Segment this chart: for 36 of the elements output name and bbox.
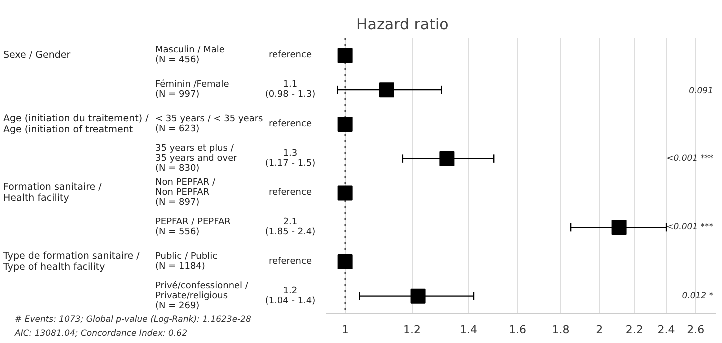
text: AIC: 13081.04; Concordance Index: 0.62 xyxy=(15,329,188,339)
text: Formation sanitaire / Health facility xyxy=(4,182,103,204)
x-tick-label: 2.4 xyxy=(658,324,676,336)
x-tick-label: 1.2 xyxy=(403,324,421,336)
x-tick-label: 2.6 xyxy=(687,324,705,336)
text: # Events: 1073; Global p-value (Log-Rank): 1.1623e-28 xyxy=(15,315,252,325)
text: Sexe / Gender xyxy=(4,50,71,62)
text: 2.1 (1.85 - 2.4) xyxy=(265,218,316,238)
annotation: <0.001 *** xyxy=(666,154,714,164)
text: reference xyxy=(269,119,312,130)
x-tick-label: 1.4 xyxy=(460,324,478,336)
annotation: 0.091 xyxy=(689,86,714,97)
y-tick-label: < 35 years / < 35 years (N = 623) xyxy=(156,114,264,134)
text: Type de formation sanitaire / Type of health facility xyxy=(2,250,141,273)
text: reference xyxy=(269,256,312,267)
y-tick-label: Public / Public (N = 1184) xyxy=(156,252,218,272)
y-tick-label: Féminin /Female (N = 997) xyxy=(156,79,230,100)
y-tick-label: Privé/confessionnel / Private/religious (N = 269) xyxy=(156,280,250,312)
text: 1.3 (1.17 - 1.5) xyxy=(265,148,316,169)
y-tick-label: PEPFAR / PEPFAR (N = 556) xyxy=(156,218,231,238)
x-tick-label: 2 xyxy=(596,324,604,336)
y-tick-label: 35 years et plus / 35 years and over (N = 830) xyxy=(156,144,238,174)
text: reference xyxy=(269,188,312,198)
text: reference xyxy=(269,50,312,61)
text: 1.1 (0.98 - 1.3) xyxy=(265,80,316,100)
annotation: 0.012 * xyxy=(682,291,714,302)
y-tick-label: Masculin / Male (N = 456) xyxy=(156,46,226,66)
x-tick-label: 1.8 xyxy=(552,324,570,336)
chart-title: Hazard ratio xyxy=(356,16,449,34)
text: 1.2 (1.04 - 1.4) xyxy=(265,286,316,306)
text: Age (initiation du traitement) / Age (initiation of treatment xyxy=(4,113,150,136)
y-tick-label: Non PEPFAR / Non PEPFAR (N = 897) xyxy=(156,178,216,208)
x-tick-label: 1 xyxy=(342,324,349,336)
annotation: <0.001 *** xyxy=(666,222,714,233)
x-tick-label: 2.2 xyxy=(626,324,644,336)
x-tick-label: 1.6 xyxy=(509,324,527,336)
